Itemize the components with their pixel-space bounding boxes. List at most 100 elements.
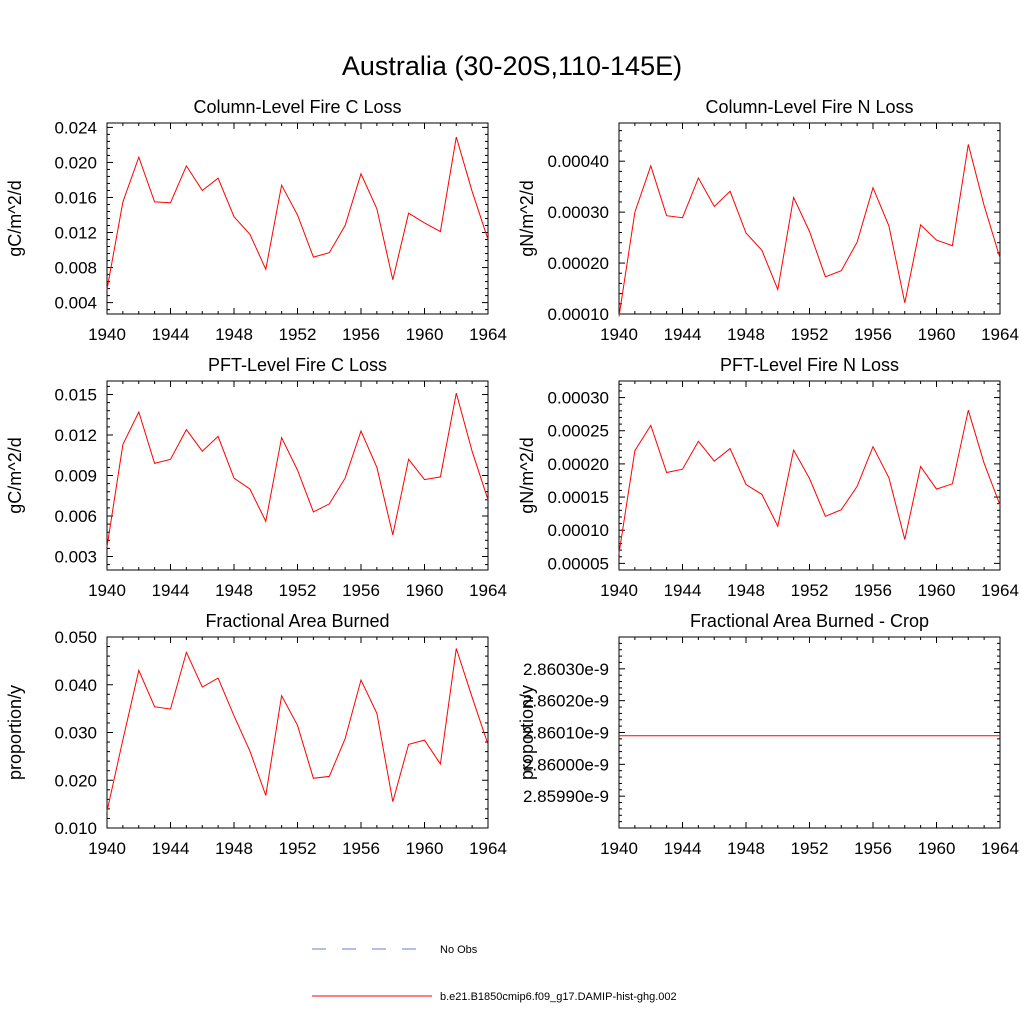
- y-tick-label: 2.86030e-9: [523, 660, 609, 679]
- x-tick-label: 1948: [727, 325, 765, 344]
- x-tick-label: 1948: [727, 581, 765, 600]
- y-tick-label: 0.00040: [548, 152, 609, 171]
- y-tick-label: 0.00005: [548, 554, 609, 573]
- panel-title: Column-Level Fire N Loss: [705, 97, 913, 117]
- panel-title: Column-Level Fire C Loss: [193, 97, 401, 117]
- y-tick-label: 0.00010: [548, 305, 609, 324]
- x-tick-label: 1948: [215, 839, 253, 858]
- y-tick-label: 0.00030: [548, 203, 609, 222]
- x-tick-label: 1948: [215, 325, 253, 344]
- legend-label: No Obs: [440, 944, 478, 956]
- x-tick-label: 1956: [342, 581, 380, 600]
- y-tick-label: 0.003: [54, 548, 97, 567]
- y-tick-label: 2.86000e-9: [523, 755, 609, 774]
- y-tick-label: 2.86010e-9: [523, 724, 609, 743]
- series-line: [618, 144, 1001, 317]
- y-tick-label: 0.008: [54, 259, 97, 278]
- y-axis-label: gN/m^2/d: [517, 180, 537, 256]
- x-tick-label: 1956: [854, 581, 892, 600]
- y-axis-label: gC/m^2/d: [5, 180, 25, 256]
- chart-panel-pft-level-fire-n-loss: PFT-Level Fire N Loss gN/m^2/d 1940 1944 194…: [517, 355, 1019, 600]
- x-tick-label: 1952: [791, 839, 829, 858]
- x-tick-label: 1956: [342, 839, 380, 858]
- x-tick-label: 1940: [88, 325, 126, 344]
- chart-panel-column-level-fire-c-loss: Column-Level Fire C Loss gC/m^2/d 1940 1944…: [5, 97, 507, 344]
- x-tick-label: 1964: [981, 839, 1019, 858]
- plot-frame: [106, 380, 489, 571]
- plot-frame: [106, 122, 489, 315]
- figure-title: Australia (30-20S,110-145E): [342, 51, 682, 81]
- x-tick-label: 1964: [469, 581, 507, 600]
- y-tick-label: 0.00025: [548, 422, 609, 441]
- x-tick-label: 1960: [918, 839, 956, 858]
- chart-panel-fractional-area-burned-crop: Fractional Area Burned - Crop proportion/…: [517, 611, 1019, 858]
- x-tick-label: 1956: [854, 325, 892, 344]
- x-tick-label: 1964: [981, 325, 1019, 344]
- y-tick-label: 0.00030: [548, 389, 609, 408]
- x-tick-label: 1964: [469, 325, 507, 344]
- series-line: [618, 410, 1001, 554]
- x-tick-label: 1940: [88, 581, 126, 600]
- x-tick-label: 1960: [406, 839, 444, 858]
- x-tick-label: 1960: [406, 581, 444, 600]
- plot-frame: [618, 636, 1001, 829]
- x-tick-label: 1952: [791, 325, 829, 344]
- panel-title: PFT-Level Fire N Loss: [720, 355, 899, 375]
- x-tick-label: 1956: [854, 839, 892, 858]
- x-tick-label: 1944: [152, 581, 190, 600]
- x-tick-label: 1944: [152, 325, 190, 344]
- y-axis-label: gN/m^2/d: [517, 437, 537, 513]
- x-tick-label: 1952: [279, 325, 317, 344]
- y-tick-label: 0.012: [54, 224, 97, 243]
- x-tick-label: 1960: [406, 325, 444, 344]
- x-tick-label: 1940: [600, 325, 638, 344]
- x-tick-label: 1960: [918, 581, 956, 600]
- y-tick-label: 0.006: [54, 507, 97, 526]
- panel-title: Fractional Area Burned: [205, 611, 389, 631]
- x-tick-label: 1952: [279, 581, 317, 600]
- y-tick-label: 0.004: [54, 294, 97, 313]
- x-tick-label: 1944: [664, 325, 702, 344]
- y-tick-label: 0.00020: [548, 254, 609, 273]
- x-tick-label: 1940: [88, 839, 126, 858]
- x-tick-label: 1940: [600, 839, 638, 858]
- legend-item-no-obs: No Obs: [312, 944, 478, 956]
- x-tick-label: 1952: [279, 839, 317, 858]
- y-tick-label: 0.024: [54, 118, 97, 137]
- y-tick-label: 0.015: [54, 386, 97, 405]
- y-tick-label: 0.030: [54, 724, 97, 743]
- x-tick-label: 1940: [600, 581, 638, 600]
- x-tick-label: 1944: [152, 839, 190, 858]
- series-line: [106, 648, 489, 812]
- x-tick-label: 1948: [215, 581, 253, 600]
- y-tick-label: 0.050: [54, 628, 97, 647]
- y-tick-label: 0.00010: [548, 521, 609, 540]
- plot-frame: [106, 636, 489, 829]
- y-tick-label: 0.020: [54, 153, 97, 172]
- legend: No Obs b.e21.B1850cmip6.f09_g17.DAMIP-his…: [312, 944, 677, 1003]
- x-tick-label: 1948: [727, 839, 765, 858]
- y-tick-label: 2.86020e-9: [523, 692, 609, 711]
- y-tick-label: 0.010: [54, 819, 97, 838]
- legend-label: b.e21.B1850cmip6.f09_g17.DAMIP-hist-ghg.…: [440, 991, 677, 1003]
- x-tick-label: 1944: [664, 839, 702, 858]
- panel-title: PFT-Level Fire C Loss: [208, 355, 387, 375]
- y-axis-label: gC/m^2/d: [5, 437, 25, 513]
- x-tick-label: 1960: [918, 325, 956, 344]
- plot-frame: [618, 380, 1001, 571]
- y-tick-label: 0.00020: [548, 455, 609, 474]
- chart-panel-fractional-area-burned: Fractional Area Burned proportion/y 1940 19…: [5, 611, 507, 858]
- chart-panel-column-level-fire-n-loss: Column-Level Fire N Loss gN/m^2/d 1940 1944…: [517, 97, 1019, 344]
- x-tick-label: 1944: [664, 581, 702, 600]
- series-line: [106, 136, 489, 290]
- panel-title: Fractional Area Burned - Crop: [690, 611, 929, 631]
- y-axis-label: proportion/y: [5, 685, 25, 780]
- plot-frame: [618, 122, 1001, 315]
- series-line: [106, 392, 489, 548]
- x-tick-label: 1964: [469, 839, 507, 858]
- y-tick-label: 2.85990e-9: [523, 787, 609, 806]
- y-tick-label: 0.020: [54, 771, 97, 790]
- y-axis-label: proportion/y: [517, 685, 537, 780]
- y-tick-label: 0.012: [54, 426, 97, 445]
